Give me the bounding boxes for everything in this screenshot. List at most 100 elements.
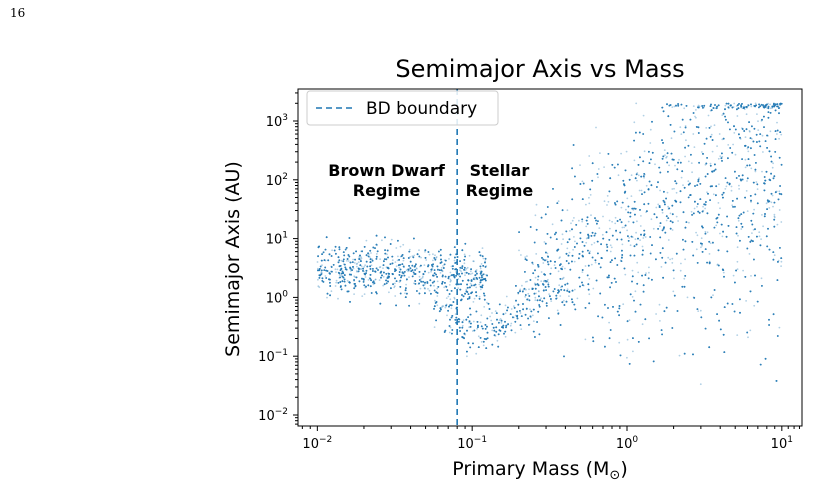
data-point <box>367 279 370 281</box>
data-point <box>765 235 768 238</box>
data-point <box>601 233 604 236</box>
data-point <box>432 253 434 256</box>
data-point <box>647 188 650 191</box>
data-point <box>764 179 766 182</box>
data-point <box>775 380 778 382</box>
data-point <box>573 236 575 238</box>
data-point <box>535 253 538 255</box>
data-point <box>439 307 442 309</box>
data-point <box>479 285 482 288</box>
data-point <box>643 173 646 176</box>
data-point <box>607 200 610 203</box>
data-point <box>537 264 540 267</box>
data-point <box>326 296 328 299</box>
data-point <box>651 278 653 281</box>
data-point <box>628 178 631 181</box>
data-point <box>353 262 356 264</box>
data-point <box>585 237 588 240</box>
data-point <box>519 290 521 293</box>
data-point <box>434 258 437 261</box>
data-point <box>424 257 427 259</box>
data-point <box>579 285 581 288</box>
data-point <box>622 303 625 306</box>
data-point <box>481 276 484 278</box>
data-point <box>543 288 545 291</box>
data-point <box>637 341 640 343</box>
data-point <box>418 249 420 252</box>
data-point <box>680 176 683 179</box>
data-point <box>339 269 342 271</box>
data-point <box>597 168 600 170</box>
data-point <box>688 221 690 224</box>
data-point <box>462 336 464 339</box>
data-point <box>530 316 532 319</box>
data-point <box>382 284 385 287</box>
data-point <box>599 292 602 295</box>
data-point <box>561 233 564 236</box>
data-point <box>645 272 647 275</box>
data-point <box>582 255 584 258</box>
data-point <box>764 213 766 215</box>
data-point <box>416 253 419 256</box>
data-point <box>643 176 645 179</box>
data-point <box>433 272 436 275</box>
data-point <box>464 269 467 272</box>
data-point <box>477 346 480 348</box>
data-point <box>379 272 381 274</box>
data-point <box>740 106 742 109</box>
data-point <box>780 265 782 267</box>
data-point <box>640 215 642 217</box>
data-point <box>488 308 491 310</box>
data-point <box>573 288 576 291</box>
data-point <box>493 326 495 329</box>
data-point <box>735 232 738 235</box>
data-point <box>561 265 564 268</box>
data-point <box>779 102 782 105</box>
data-point <box>364 264 366 267</box>
data-point <box>544 286 547 288</box>
data-point <box>568 291 571 293</box>
data-point <box>460 270 462 273</box>
data-point <box>402 265 405 268</box>
data-point <box>614 222 617 225</box>
data-point <box>709 162 712 165</box>
data-point <box>461 266 463 268</box>
data-point <box>630 174 633 177</box>
data-point <box>578 219 580 222</box>
data-point <box>768 150 771 153</box>
data-point <box>409 267 411 269</box>
data-point <box>767 134 769 137</box>
data-point <box>648 271 650 274</box>
data-point <box>631 275 634 278</box>
data-point <box>505 295 508 298</box>
data-point <box>441 281 444 284</box>
data-point <box>534 287 537 290</box>
data-point <box>768 200 771 203</box>
data-point <box>655 258 657 261</box>
data-point <box>712 193 715 196</box>
data-point <box>369 268 372 271</box>
data-point <box>751 138 753 140</box>
data-point <box>534 336 536 338</box>
data-point <box>648 266 650 269</box>
data-point <box>714 163 716 166</box>
data-point <box>624 273 627 276</box>
data-point <box>721 138 724 141</box>
data-point <box>425 259 428 261</box>
data-point <box>596 240 599 243</box>
data-point <box>449 280 452 283</box>
data-point <box>444 329 447 332</box>
data-point <box>491 312 493 314</box>
data-point <box>732 106 735 108</box>
data-point <box>745 300 747 302</box>
data-point <box>747 150 750 153</box>
data-point <box>445 297 448 299</box>
data-point <box>499 318 502 320</box>
data-point <box>474 278 476 281</box>
data-point <box>776 121 778 124</box>
data-point <box>732 143 734 146</box>
data-point <box>409 256 411 258</box>
data-point <box>698 212 701 214</box>
data-point <box>721 152 723 155</box>
data-point <box>735 105 738 107</box>
